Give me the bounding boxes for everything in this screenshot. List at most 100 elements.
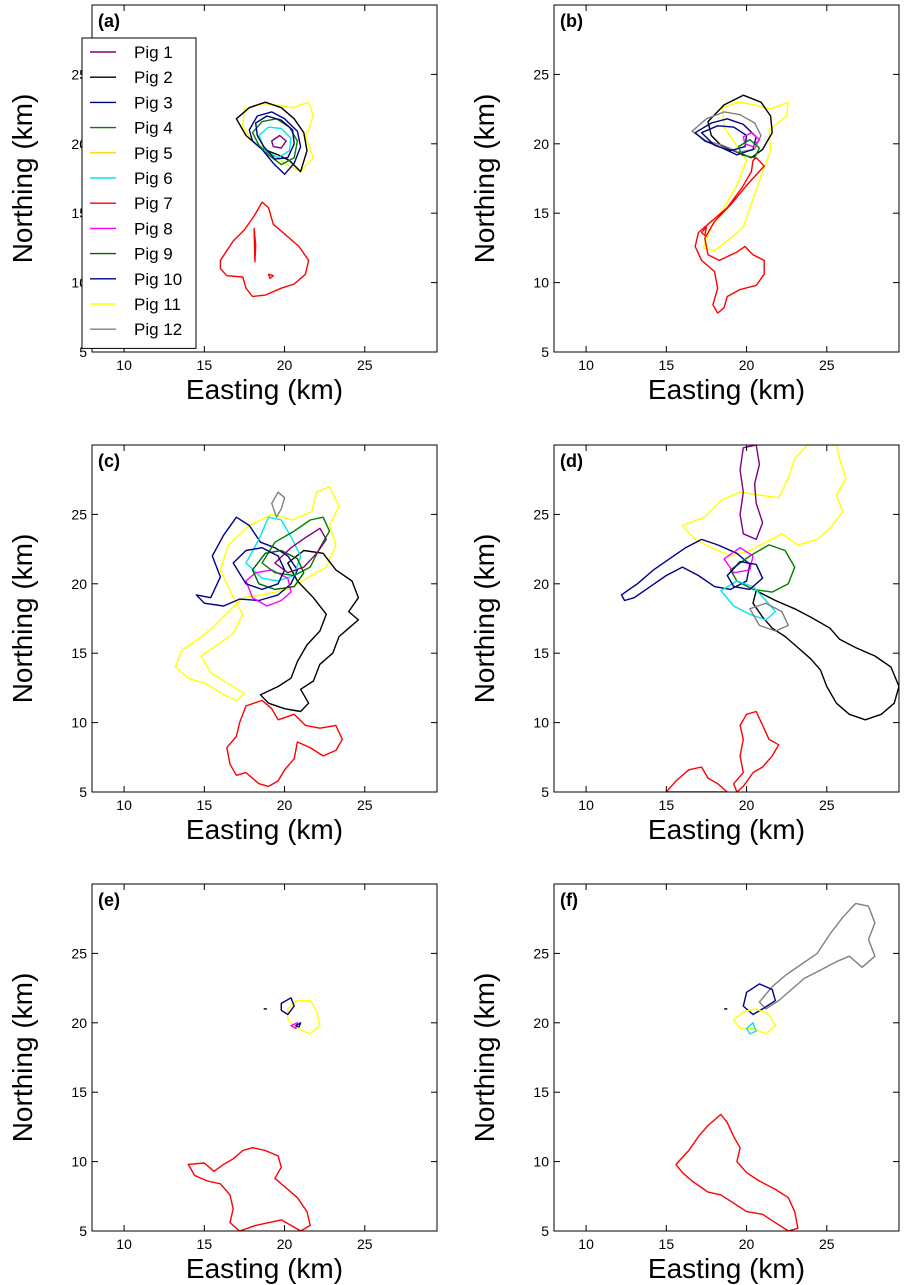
legend-label: Pig 6 <box>134 169 173 188</box>
plot-frame <box>553 444 900 793</box>
contour-pig-3 <box>620 538 751 602</box>
panel-label: (a) <box>98 11 120 31</box>
x-tick-label: 25 <box>357 1236 373 1252</box>
contour-pig-11 <box>702 101 789 252</box>
contours <box>691 94 789 314</box>
y-axis-label: Northing (km) <box>7 534 38 704</box>
legend-item: Pig 9 <box>90 245 173 264</box>
legend-label: Pig 2 <box>134 68 173 87</box>
contour-pig-4 <box>737 138 761 159</box>
x-tick-label: 15 <box>659 797 675 813</box>
x-tick-label: 20 <box>277 797 293 813</box>
panel-d: 10 15 20 25 5 10 15 20 25 Easting (km) Northing (k… <box>469 444 900 845</box>
panel-b: 10 15 20 25 5 10 15 20 25 Easting (km) Northing (k… <box>469 4 900 405</box>
x-tick-label: 10 <box>578 357 594 373</box>
contour-pig-7 <box>665 766 728 792</box>
contour-pig-6 <box>745 1022 757 1035</box>
contour-pig-12 <box>691 111 762 153</box>
contour-pig-3 <box>742 983 777 1016</box>
y-axis-label: Northing (km) <box>469 94 500 264</box>
x-axis-label: Easting (km) <box>186 1253 343 1284</box>
contour-pig-11 <box>681 445 847 557</box>
legend-label: Pig 9 <box>134 245 173 264</box>
legend-item: Pig 5 <box>90 144 173 163</box>
panel-label: (b) <box>560 11 583 31</box>
legend-item: Pig 2 <box>90 68 173 87</box>
legend-label: Pig 5 <box>134 144 173 163</box>
contour-pig-6 <box>720 580 777 621</box>
y-tick-label: 15 <box>533 205 549 221</box>
contour-pig-1 <box>274 527 327 574</box>
y-tick-label: 20 <box>71 576 87 592</box>
contour-pig-7 <box>694 156 765 314</box>
x-tick-label: 25 <box>357 797 373 813</box>
legend-label: Pig 4 <box>134 119 173 138</box>
x-tick-label: 25 <box>819 357 835 373</box>
y-tick-label: 15 <box>71 645 87 661</box>
x-tick-label: 25 <box>819 797 835 813</box>
contour-pig-10 <box>232 547 286 591</box>
y-axis-label: Northing (km) <box>7 973 38 1143</box>
x-tick-label: 20 <box>277 357 293 373</box>
x-tick-label: 25 <box>819 1236 835 1252</box>
legend-item: Pig 7 <box>90 194 173 213</box>
panel-label: (c) <box>98 451 120 471</box>
x-axis-label: Easting (km) <box>186 374 343 405</box>
legend-item: Pig 10 <box>90 270 182 289</box>
contour-pig-10 <box>254 115 295 160</box>
contours <box>620 445 899 792</box>
x-tick-label: 25 <box>357 357 373 373</box>
contour-pig-4 <box>251 118 299 166</box>
panel-f: 10 15 20 25 5 10 15 20 25 Easting (km) Northing (k… <box>469 883 900 1284</box>
contour-pig-7 <box>219 201 310 298</box>
legend-item: Pig 12 <box>90 320 182 339</box>
legend-label: Pig 12 <box>134 320 182 339</box>
contour-pig-2 <box>752 590 899 721</box>
contour-pig-12 <box>749 602 789 632</box>
y-tick-label: 10 <box>71 1154 87 1170</box>
y-tick-label: 10 <box>533 1154 549 1170</box>
y-tick-label: 5 <box>79 784 87 800</box>
plot-frame <box>91 883 438 1232</box>
y-tick-label: 20 <box>71 1015 87 1031</box>
contour-pig-4 <box>729 544 796 593</box>
x-tick-label: 10 <box>578 797 594 813</box>
legend-item: Pig 8 <box>90 219 173 238</box>
contour-pig-7 <box>226 699 343 788</box>
contours <box>187 997 321 1231</box>
x-tick-label: 10 <box>116 797 132 813</box>
contour-pig-7 <box>675 1113 799 1231</box>
legend-item: Pig 6 <box>90 169 173 188</box>
plot-frame <box>553 883 900 1232</box>
y-tick-label: 20 <box>533 576 549 592</box>
contour-pig-4 <box>261 516 331 577</box>
contour-pig-11 <box>733 1008 777 1035</box>
y-tick-label: 25 <box>71 506 87 522</box>
y-axis-label: Northing (km) <box>469 973 500 1143</box>
plot-frame <box>553 4 900 353</box>
contour-pig-7 <box>700 226 708 237</box>
legend-label: Pig 7 <box>134 194 173 213</box>
y-tick-label: 5 <box>541 784 549 800</box>
contours <box>174 485 360 788</box>
contour-pig-11 <box>287 999 321 1035</box>
x-axis-label: Easting (km) <box>648 1253 805 1284</box>
x-tick-label: 20 <box>739 357 755 373</box>
y-tick-label: 20 <box>533 136 549 152</box>
contours <box>675 902 876 1231</box>
x-axis-label: Easting (km) <box>648 374 805 405</box>
contour-pig-7 <box>187 1146 311 1231</box>
y-tick-label: 15 <box>533 1084 549 1100</box>
x-tick-label: 20 <box>277 1236 293 1252</box>
contour-pig-2 <box>259 549 360 713</box>
legend-label: Pig 8 <box>134 219 173 238</box>
y-tick-label: 10 <box>71 715 87 731</box>
y-tick-label: 20 <box>533 1015 549 1031</box>
y-axis-label: Northing (km) <box>469 534 500 704</box>
panel-label: (e) <box>98 890 120 910</box>
y-tick-label: 25 <box>533 506 549 522</box>
y-tick-label: 25 <box>71 945 87 961</box>
y-tick-label: 5 <box>79 1223 87 1239</box>
contour-pig-6 <box>245 516 302 582</box>
